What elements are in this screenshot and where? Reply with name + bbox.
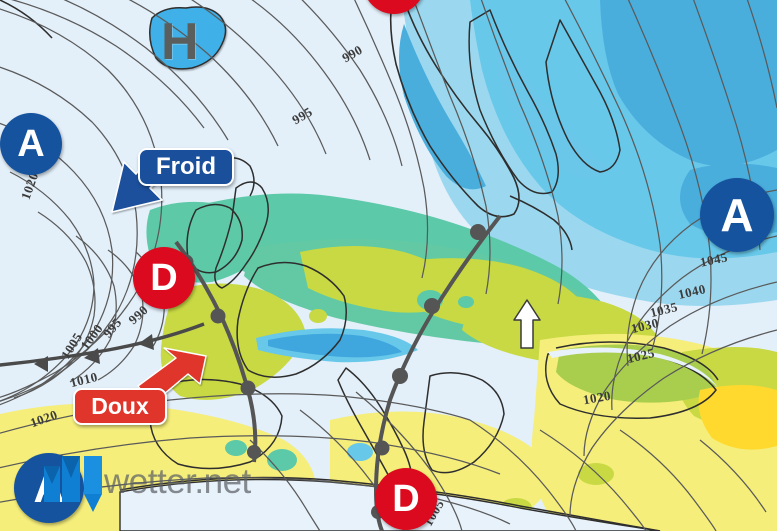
norway-coast bbox=[389, 0, 520, 218]
iceland-high-marker: H bbox=[161, 13, 199, 71]
black-sea-coast bbox=[555, 341, 719, 381]
greenland-coast bbox=[0, 0, 53, 39]
baltic-coast bbox=[509, 195, 573, 251]
callout-cold-advection[interactable]: Froid bbox=[138, 148, 234, 186]
balkans-coast bbox=[422, 372, 505, 474]
cold-front-atlantic bbox=[0, 322, 205, 372]
wetter-logo-mark bbox=[44, 456, 102, 512]
pressure-badge-d-italy[interactable]: D bbox=[375, 468, 437, 530]
pressure-badge-a-northwest-atlantic[interactable]: A bbox=[0, 113, 62, 175]
great-britain-coast bbox=[214, 181, 269, 289]
ireland-coast bbox=[186, 203, 243, 274]
callout-mild-advection[interactable]: Doux bbox=[73, 388, 167, 425]
pressure-badge-d-ireland[interactable]: D bbox=[133, 247, 195, 309]
watermark-text: wetter.net bbox=[104, 462, 251, 501]
flow-arrow-icon bbox=[513, 299, 541, 349]
france-coast bbox=[236, 261, 347, 378]
finland-coast bbox=[545, 19, 621, 173]
pressure-badge-a-east-russia[interactable]: A bbox=[700, 178, 774, 252]
